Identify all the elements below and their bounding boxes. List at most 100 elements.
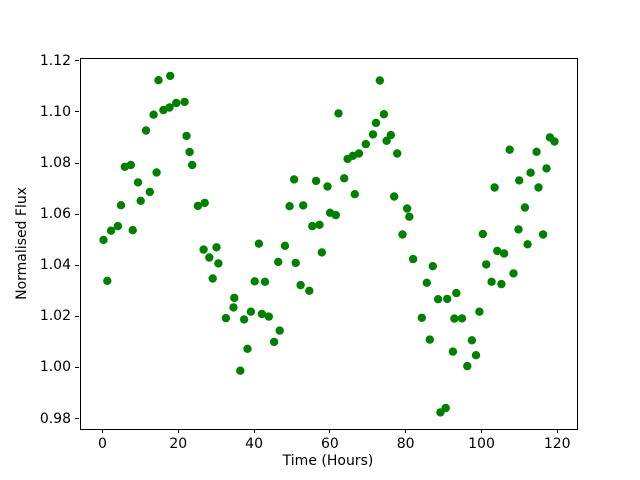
x-tick-label: 120 xyxy=(543,436,571,452)
data-point xyxy=(550,137,559,146)
data-point xyxy=(236,366,245,375)
x-tick-mark xyxy=(481,429,482,433)
x-tick-label: 0 xyxy=(98,436,107,452)
data-point xyxy=(299,201,308,210)
data-point xyxy=(165,103,174,112)
plot-area xyxy=(80,58,578,430)
data-point xyxy=(422,278,431,287)
data-point xyxy=(239,315,249,324)
data-point xyxy=(264,312,273,321)
data-point xyxy=(250,277,259,286)
data-point xyxy=(133,178,143,187)
data-point xyxy=(405,212,414,221)
y-tick-mark xyxy=(75,111,79,113)
data-point xyxy=(214,259,223,268)
data-point xyxy=(490,183,499,192)
data-point xyxy=(246,307,256,316)
data-point xyxy=(200,198,209,208)
data-point xyxy=(379,110,389,119)
data-point xyxy=(463,361,472,371)
data-point xyxy=(188,160,197,170)
data-point xyxy=(323,182,332,191)
y-tick-mark xyxy=(75,418,79,419)
data-point xyxy=(493,246,502,256)
data-point xyxy=(317,248,326,257)
data-point xyxy=(221,313,231,323)
data-point xyxy=(471,351,481,360)
data-point xyxy=(180,97,189,107)
data-point xyxy=(257,309,267,319)
y-tick-label: 1.08 xyxy=(39,155,71,171)
data-point xyxy=(433,295,443,304)
data-point xyxy=(350,190,359,199)
y-axis-label: Normalised Flux xyxy=(14,186,30,300)
y-tick-mark xyxy=(75,213,79,215)
data-point xyxy=(149,110,158,119)
data-point xyxy=(499,249,509,258)
y-tick-label: 1.00 xyxy=(39,359,71,376)
data-point xyxy=(254,239,264,248)
data-point xyxy=(428,262,437,271)
data-point xyxy=(172,98,181,108)
data-point xyxy=(497,279,506,289)
data-point xyxy=(289,175,299,184)
data-point xyxy=(205,253,214,262)
x-tick-mark xyxy=(329,429,331,433)
data-point xyxy=(113,221,123,231)
x-tick-mark xyxy=(405,429,407,433)
data-point xyxy=(538,230,548,239)
data-point xyxy=(145,187,154,197)
data-point xyxy=(212,243,221,252)
data-point xyxy=(275,326,284,335)
data-point xyxy=(371,118,381,128)
data-point xyxy=(514,225,523,234)
data-point xyxy=(315,220,324,229)
data-point xyxy=(386,130,395,140)
data-point xyxy=(368,130,378,139)
data-point xyxy=(152,168,161,177)
data-point xyxy=(193,201,203,211)
data-point xyxy=(136,196,145,205)
data-point xyxy=(443,294,452,304)
y-tick-mark xyxy=(75,60,79,62)
data-point xyxy=(354,149,364,158)
x-tick-label: 60 xyxy=(320,436,339,452)
data-point xyxy=(128,226,137,235)
data-point xyxy=(291,258,300,268)
data-point xyxy=(182,131,191,141)
data-point xyxy=(482,260,491,269)
x-tick-label: 20 xyxy=(169,436,188,452)
data-point xyxy=(296,280,305,290)
x-axis-label: Time (Hours) xyxy=(282,453,374,469)
data-point xyxy=(523,240,532,249)
data-point xyxy=(280,241,290,250)
y-tick-label: 1.04 xyxy=(39,257,71,274)
y-tick-label: 1.06 xyxy=(39,206,71,223)
data-point xyxy=(542,164,551,173)
data-point xyxy=(532,147,541,156)
data-point xyxy=(402,204,412,213)
data-point xyxy=(417,313,426,322)
data-point xyxy=(229,303,238,312)
data-point xyxy=(408,254,418,264)
data-point xyxy=(509,269,518,278)
y-tick-label: 0.98 xyxy=(39,410,71,427)
data-point xyxy=(230,293,239,303)
data-point xyxy=(515,176,524,185)
y-tick-mark xyxy=(75,315,79,317)
data-point xyxy=(448,347,458,356)
data-point xyxy=(393,149,402,158)
data-point xyxy=(390,192,399,201)
y-tick-mark xyxy=(75,264,79,266)
data-point xyxy=(398,230,407,239)
data-point xyxy=(185,147,194,157)
data-point xyxy=(116,201,126,210)
data-point xyxy=(243,344,252,353)
data-point xyxy=(208,274,217,283)
x-tick-label: 40 xyxy=(245,436,263,452)
data-point xyxy=(478,229,487,239)
data-point xyxy=(361,139,370,149)
x-tick-mark xyxy=(177,429,179,433)
data-point xyxy=(285,202,294,211)
